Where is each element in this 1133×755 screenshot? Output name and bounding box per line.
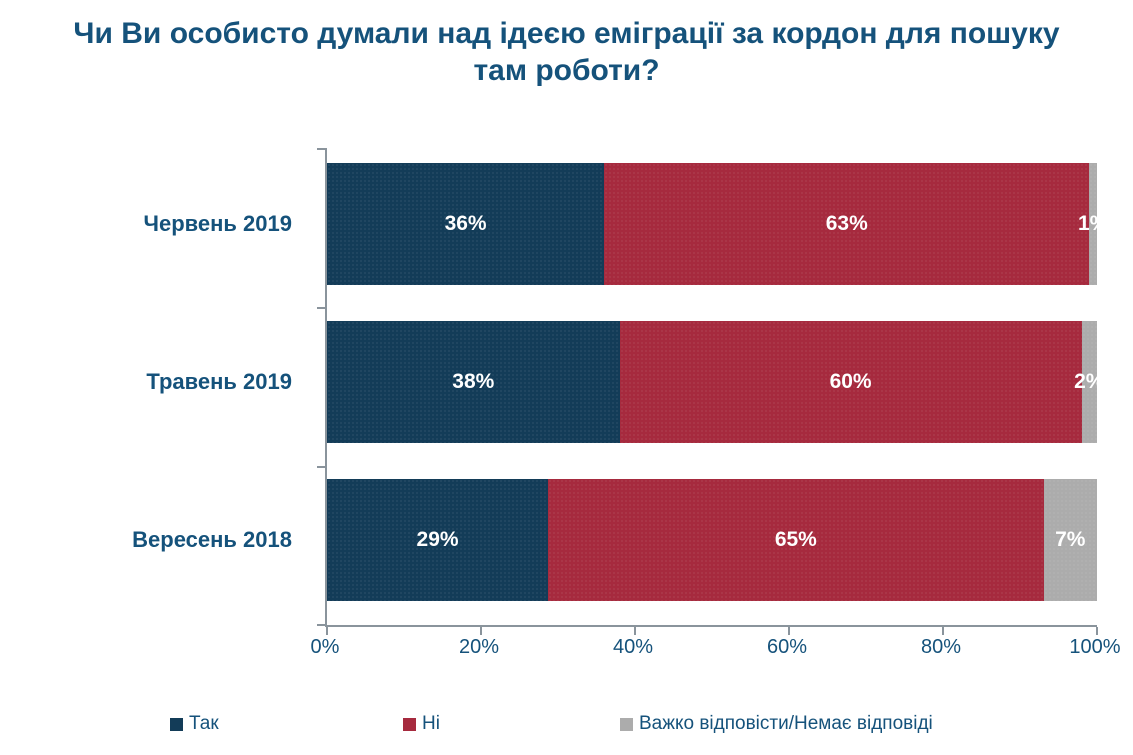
x-tick-label: 60% bbox=[766, 636, 808, 658]
y-tick bbox=[317, 466, 326, 468]
legend-item: Ні bbox=[403, 713, 440, 735]
x-tick-label: 80% bbox=[920, 636, 962, 658]
x-tick bbox=[1096, 627, 1098, 635]
chart-title-line2: там роботи? bbox=[473, 53, 660, 87]
legend-swatch bbox=[403, 717, 416, 731]
y-tick bbox=[317, 148, 326, 150]
value-label: 65% bbox=[774, 528, 817, 551]
value-label: 60% bbox=[829, 370, 872, 393]
bar-segment: 65% bbox=[548, 479, 1044, 601]
bar-segment: 7% bbox=[1043, 479, 1097, 601]
x-tick bbox=[942, 627, 944, 635]
x-tick-label: 100% bbox=[1069, 636, 1121, 658]
bar-segment: 36% bbox=[327, 163, 605, 285]
y-tick bbox=[317, 624, 326, 626]
category-label: Червень 2019 bbox=[143, 211, 292, 236]
legend-label: Важко відповісти/Немає відповіді bbox=[639, 713, 933, 734]
legend-label: Так bbox=[189, 713, 219, 734]
x-tick-label: 40% bbox=[612, 636, 654, 658]
x-tick bbox=[480, 627, 482, 635]
bar-row: 29% 65% 7% bbox=[327, 479, 1097, 601]
category-label: Вересень 2018 bbox=[132, 527, 292, 552]
x-tick-label: 0% bbox=[310, 636, 340, 658]
bar-segment: 1% bbox=[1078, 163, 1108, 285]
bar-segment: 2% bbox=[1074, 321, 1104, 443]
bar-segment: 29% bbox=[327, 479, 549, 601]
value-label: 63% bbox=[825, 212, 868, 235]
y-tick bbox=[317, 307, 326, 309]
value-label: 29% bbox=[416, 528, 459, 551]
plot-area: 36% 63% 1% 38% 60% 2% 29% 65% 7% bbox=[317, 148, 1108, 635]
chart-title: Чи Ви особисто думали над ідеєю еміграці… bbox=[0, 16, 1133, 89]
bar-row: 38% 60% 2% bbox=[327, 321, 1104, 443]
value-label: 2% bbox=[1074, 370, 1105, 393]
bar-row: 36% 63% 1% bbox=[327, 163, 1108, 285]
value-label: 1% bbox=[1077, 212, 1109, 235]
legend-swatch bbox=[170, 717, 183, 731]
x-tick bbox=[634, 627, 636, 635]
x-tick bbox=[788, 627, 790, 635]
x-tick-label: 20% bbox=[458, 636, 500, 658]
bar-segment: 38% bbox=[327, 321, 620, 443]
bar-segment: 63% bbox=[604, 163, 1090, 285]
legend-label: Ні bbox=[422, 713, 440, 734]
category-label: Травень 2019 bbox=[146, 369, 292, 394]
bar-segment: 60% bbox=[619, 321, 1082, 443]
legend-swatch bbox=[620, 717, 633, 731]
legend-item: Так bbox=[170, 713, 219, 735]
legend-item: Важко відповісти/Немає відповіді bbox=[620, 713, 933, 735]
x-tick bbox=[326, 627, 328, 635]
chart-title-line1: Чи Ви особисто думали над ідеєю еміграці… bbox=[73, 17, 1060, 50]
value-label: 7% bbox=[1055, 528, 1086, 551]
value-label: 38% bbox=[452, 370, 495, 393]
value-label: 36% bbox=[444, 212, 487, 235]
